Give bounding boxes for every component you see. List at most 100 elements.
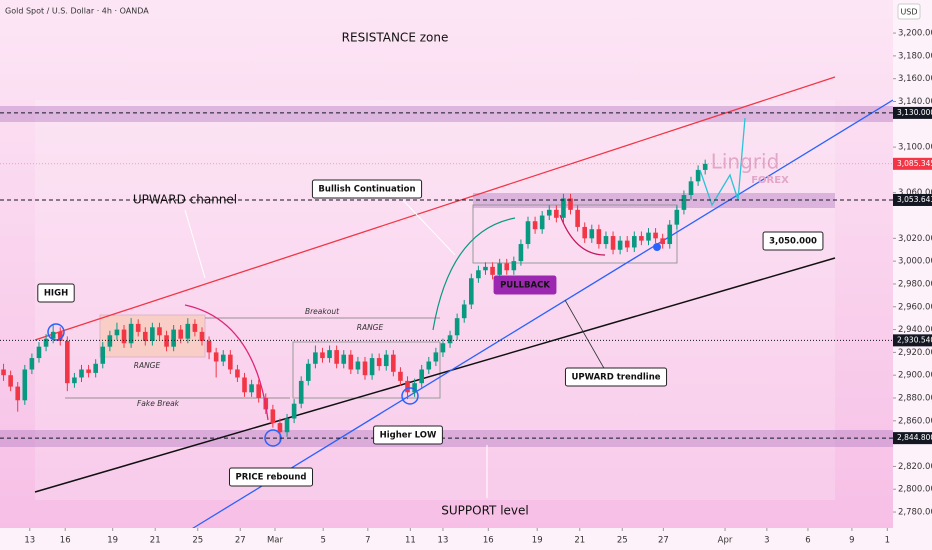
projection-path [699,117,746,207]
annotation: PULLBACK [500,281,550,291]
candle-body [632,236,637,248]
x-tick-label: 25 [192,536,203,546]
candle-body [320,352,325,359]
candle-body [341,354,347,364]
curve-arrow [559,214,606,256]
currency-box [897,3,921,20]
candle-body [256,384,261,398]
candle-body [164,335,169,347]
price-label-box [893,106,932,119]
candle-body [398,371,403,381]
candle-body [589,229,595,239]
candle-body [29,358,35,370]
candle-body [291,403,297,419]
candle-body [554,209,559,218]
candle-body [142,331,148,341]
y-tick-label: 2,780.000 [898,508,932,518]
symbol: Gold Spot / U.S. Dollar · 4h · OANDA [5,7,149,16]
callout-line [399,196,456,256]
candle-body [412,383,417,393]
price-label-box [893,432,932,445]
candle-body [228,354,233,370]
candle-body [532,221,538,230]
candle-body [355,361,361,370]
y-tick-label: 2,820.000 [898,462,932,472]
x-tick-label: 13 [438,536,449,546]
x-tick-label: 7 [365,536,370,546]
x-tick-label: 6 [805,536,810,546]
price-label-box [893,193,932,206]
candle-body [518,244,524,262]
candle-body [440,343,446,353]
x-tick-label: 16 [483,536,494,546]
x-tick-label: 27 [658,536,669,546]
candle-body [157,327,162,336]
candle-body [419,369,424,384]
candle-body [617,240,623,250]
candle-body [50,331,56,339]
candle-body [383,354,389,367]
y-tick-label: 2,880.000 [898,393,932,403]
candle-body [546,209,552,216]
annotation: 3,050.000 [769,237,817,247]
candle-body [639,236,644,241]
candle-body [128,323,134,344]
candle-body [405,380,410,393]
candle-body [660,238,665,245]
candle-body [362,361,368,376]
candle-body [277,423,283,433]
annotation: RANGE [134,361,161,370]
annotation: Higher LOW [380,431,437,441]
candle-body [86,369,91,373]
candle-body [702,163,708,170]
time-axis [0,528,893,550]
candle-body [22,369,28,401]
candles [1,159,708,442]
candle-body [674,209,680,225]
candle-body [72,377,77,384]
pivot-circle [401,387,419,405]
price-label: 2,930.540 [897,335,932,344]
candle-body [36,346,42,359]
y-tick-label: 2,860.000 [898,416,932,426]
x-tick-label: 19 [107,536,118,546]
candle-body [334,350,339,364]
x-tick-label: 25 [617,536,628,546]
y-tick-label: 2,900.000 [898,371,932,381]
y-tick-label: 3,100.000 [898,143,932,153]
support-zone [0,430,893,447]
candle-body [121,329,127,344]
callout-line [184,209,206,279]
range-box [472,204,678,264]
price-axis [893,0,932,550]
candle-body [65,340,70,384]
y-tick-label: 2,960.000 [898,302,932,312]
candle-body [135,323,141,332]
y-tick-label: 3,200.000 [898,29,932,39]
y-tick-label: 3,160.000 [898,74,932,84]
annotation: Breakout [305,307,340,316]
candle-body [561,198,566,218]
y-tick-label: 2,800.000 [898,485,932,495]
candle-body [305,363,311,381]
x-tick-label: 1 [885,536,890,546]
candle-body [369,358,375,376]
annotation: RESISTANCE zone [342,31,449,45]
candle-body [511,261,517,271]
candle-body [107,335,113,347]
y-tick-label: 3,060.000 [898,188,932,198]
x-tick-label: 3 [764,536,769,546]
pivot-circle [47,323,65,341]
channel-lower [34,257,836,493]
candle-body [582,226,588,239]
candle-body [454,318,460,336]
y-tick-label: 2,980.000 [898,279,932,289]
price-label-box [893,334,932,347]
x-tick-label: 27 [235,536,246,546]
annotation-box [311,179,423,199]
x-tick-label: 21 [574,536,585,546]
candle-body [79,369,84,378]
x-tick-label: 16 [60,536,71,546]
candle-body [391,354,396,372]
pivot-dot [653,243,661,251]
